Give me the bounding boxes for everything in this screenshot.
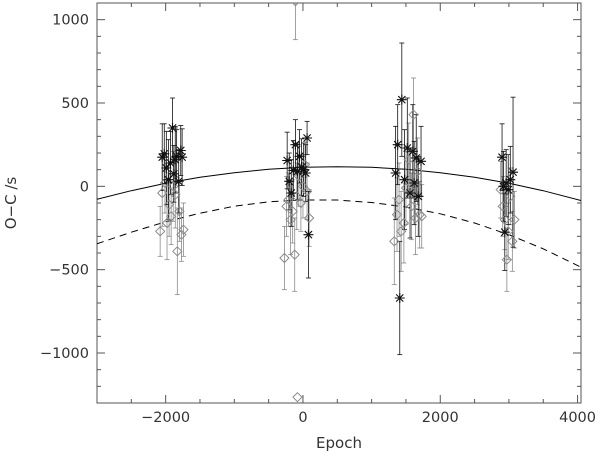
diamond-marker xyxy=(509,214,520,225)
star-marker xyxy=(300,168,311,178)
diamond-marker xyxy=(283,194,294,205)
star-marker xyxy=(497,152,508,163)
star-marker xyxy=(159,148,170,159)
star-marker xyxy=(399,174,410,185)
star-marker xyxy=(167,123,178,133)
star-marker xyxy=(290,139,301,150)
diamond-marker xyxy=(178,224,189,235)
x-tick-label: 4000 xyxy=(559,410,596,426)
star-marker xyxy=(168,168,179,179)
star-marker xyxy=(392,139,403,150)
diamond-marker xyxy=(416,211,427,222)
diamond-marker xyxy=(167,181,179,192)
diamond-marker xyxy=(289,249,300,260)
diamond-marker xyxy=(408,109,419,120)
diamond-marker xyxy=(505,191,516,202)
star-marker xyxy=(157,152,168,163)
diamond-marker xyxy=(301,186,313,197)
star-marker xyxy=(173,176,184,187)
diamond-marker xyxy=(393,194,405,205)
star-marker xyxy=(286,188,297,198)
diamond-marker xyxy=(170,189,181,200)
diamond-marker xyxy=(281,201,292,212)
y-axis-label: O−C /s xyxy=(2,177,20,230)
star-marker xyxy=(163,174,174,185)
star-marker xyxy=(394,293,405,303)
star-marker xyxy=(402,143,413,153)
star-marker xyxy=(161,163,172,173)
star-marker xyxy=(407,146,418,157)
diamond-marker xyxy=(398,217,410,229)
star-marker xyxy=(292,166,303,177)
star-marker xyxy=(165,158,176,168)
star-marker xyxy=(411,153,422,163)
model-curve-dashed xyxy=(97,199,581,268)
axis-ticks xyxy=(96,2,581,404)
x-axis-label: Epoch xyxy=(316,434,362,452)
diamond-marker xyxy=(497,201,508,212)
diamond-marker xyxy=(499,214,511,225)
diamond-marker xyxy=(295,197,307,209)
data-markers xyxy=(154,3,520,403)
star-marker xyxy=(284,176,295,187)
y-tick-label: 0 xyxy=(80,179,89,195)
star-marker xyxy=(501,178,512,188)
plot-area xyxy=(97,3,581,403)
x-tick-label: 2000 xyxy=(422,410,459,426)
star-marker xyxy=(503,184,514,195)
y-tick-label: −500 xyxy=(49,263,89,279)
y-tick-label: 500 xyxy=(61,96,89,112)
diamond-marker xyxy=(410,212,421,224)
y-tick-label: −1000 xyxy=(40,346,89,362)
star-marker xyxy=(508,167,519,178)
star-marker xyxy=(175,145,186,156)
star-marker xyxy=(303,229,314,240)
diamond-marker xyxy=(303,212,315,224)
diamond-marker xyxy=(412,166,423,177)
diamond-marker xyxy=(285,214,296,225)
star-marker xyxy=(177,152,188,163)
diamond-marker xyxy=(165,211,177,222)
star-marker xyxy=(499,227,510,238)
diamond-marker xyxy=(279,252,290,264)
star-marker xyxy=(288,165,299,176)
star-marker xyxy=(282,155,293,166)
diamond-marker xyxy=(172,246,183,257)
diamond-marker xyxy=(406,201,417,212)
diamond-marker xyxy=(292,391,303,403)
star-marker xyxy=(413,191,424,202)
diamond-marker xyxy=(291,3,299,7)
star-marker xyxy=(298,164,309,175)
star-marker xyxy=(170,154,181,165)
diamond-marker xyxy=(287,206,298,217)
diamond-marker xyxy=(154,226,166,237)
star-marker xyxy=(405,188,416,198)
y-tick-label: 1000 xyxy=(52,13,89,29)
diamond-marker xyxy=(389,236,400,247)
x-tick-label: 0 xyxy=(298,410,307,426)
tick-labels: −2000 0 2000 4000 −1000 −500 0 500 1000 xyxy=(40,13,596,426)
star-marker xyxy=(396,94,407,105)
error-bars xyxy=(157,3,517,356)
diamond-marker xyxy=(157,187,168,199)
diamond-marker xyxy=(163,199,175,210)
diamond-marker xyxy=(395,226,407,237)
star-marker xyxy=(171,151,182,162)
star-marker xyxy=(302,133,313,143)
star-marker xyxy=(416,156,427,167)
diamond-marker xyxy=(391,209,403,220)
diamond-marker xyxy=(174,206,185,217)
star-marker xyxy=(294,151,305,162)
diamond-marker xyxy=(293,171,305,182)
star-marker xyxy=(409,178,420,188)
diamond-marker xyxy=(161,217,173,229)
star-marker xyxy=(505,174,516,185)
x-tick-label: −2000 xyxy=(141,410,190,426)
star-marker xyxy=(390,168,401,178)
diamond-marker xyxy=(501,254,513,265)
diamond-marker xyxy=(507,236,518,247)
